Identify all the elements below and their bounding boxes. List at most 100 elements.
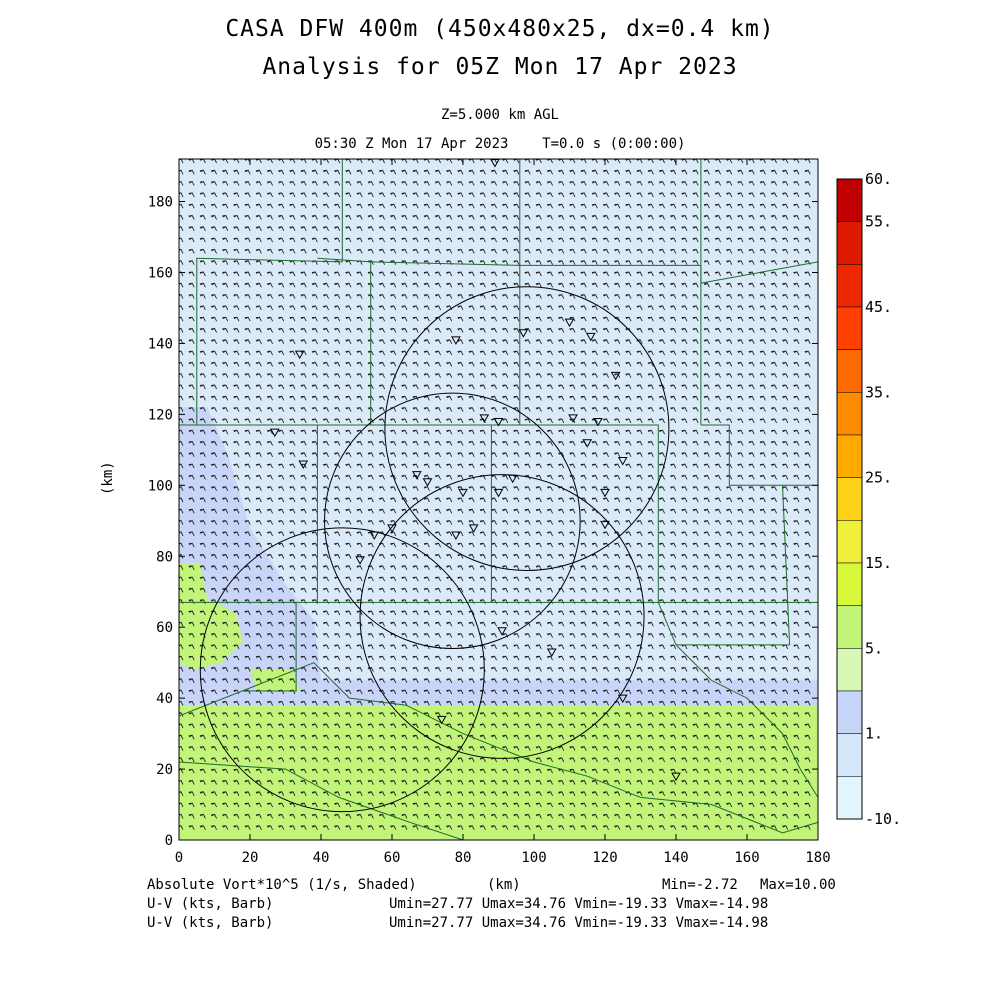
radar-site-4	[564, 318, 575, 328]
y-tick-label: 140	[148, 336, 173, 352]
radar-site-1	[490, 159, 500, 168]
radar-site-20	[458, 488, 468, 498]
county-boundary-1	[179, 159, 343, 426]
colorbar-segment	[836, 178, 863, 222]
colorbar-label: 25.	[865, 469, 892, 487]
chart-title: CASA DFW 400m (450x480x25, dx=0.4 km)	[225, 16, 775, 42]
radar-site-2	[451, 336, 461, 345]
x-tick-label: 60	[384, 850, 401, 866]
radar-site-10	[411, 471, 422, 480]
chart-subtitle: Analysis for 05Z Mon 17 Apr 2023	[262, 54, 738, 80]
x-tick-label: 140	[663, 850, 688, 866]
x-tick-label: 120	[592, 850, 617, 866]
colorbar-segment	[836, 434, 863, 478]
x-tick-label: 160	[734, 850, 759, 866]
colorbar-segment	[836, 392, 863, 436]
radar-site-21	[468, 524, 479, 533]
radar-range-ring-4	[199, 527, 485, 813]
county-boundary-8	[700, 424, 818, 486]
y-tick-label: 120	[148, 407, 173, 423]
field-region-west	[179, 407, 818, 706]
colorbar-segment	[836, 648, 863, 692]
colorbar-segment	[836, 306, 863, 350]
x-tick-label: 100	[521, 850, 546, 866]
radar-site-24	[600, 520, 610, 530]
county-boundary-13	[242, 602, 297, 692]
radar-site-25	[369, 531, 380, 540]
colorbar-frame	[836, 178, 863, 820]
radar-site-5	[585, 332, 596, 342]
radar-site-9	[298, 460, 309, 470]
radar-site-3	[518, 329, 529, 338]
level-label: Z=5.000 km AGL	[440, 107, 559, 123]
radar-site-14	[568, 414, 578, 423]
radar-site-15	[593, 417, 603, 427]
radar-site-28	[497, 627, 507, 636]
y-tick-label: 60	[156, 620, 173, 636]
max-value: Max=10.00	[760, 877, 836, 893]
radar-site-16	[582, 439, 593, 448]
colorbar-label: 15.	[865, 554, 892, 572]
radar-site-17	[617, 456, 628, 466]
county-boundary-14	[179, 662, 818, 834]
x-tick-label: 180	[805, 850, 830, 866]
y-tick-label: 100	[148, 478, 173, 494]
colorbar-segment	[836, 520, 863, 564]
wind-barbs	[179, 159, 811, 830]
y-tick-label: 180	[148, 195, 173, 211]
x-tick-label: 80	[455, 850, 472, 866]
radar-site-30	[617, 694, 628, 704]
county-boundary-16	[179, 761, 464, 840]
radar-range-ring-3	[359, 474, 645, 759]
y-tick-label: 0	[165, 833, 173, 849]
x-tick-label: 20	[242, 850, 259, 866]
colorbar-label: 1.	[865, 725, 883, 743]
barb-stats-1: Umin=27.77 Umax=34.76 Vmin=-19.33 Vmax=-…	[389, 896, 769, 912]
radar-site-8	[269, 428, 280, 438]
barb-label-1: U-V (kts, Barb)	[147, 896, 274, 912]
colorbar-segment	[836, 562, 863, 606]
radar-site-29	[546, 648, 557, 658]
radar-site-6	[610, 371, 621, 381]
radar-range-ring-1	[384, 286, 670, 571]
colorbar-label: 35.	[865, 383, 892, 401]
radar-range-ring-2	[324, 392, 581, 649]
colorbar-segment	[836, 733, 863, 777]
colorbar-label: 60.	[865, 170, 892, 188]
county-boundary-9	[317, 424, 818, 603]
y-axis-label: (km)	[100, 461, 116, 495]
y-tick-label: 80	[156, 549, 173, 565]
colorbar-segment	[836, 221, 863, 265]
field-patch-small	[250, 669, 300, 692]
field-region-south	[179, 705, 818, 840]
radar-site-31	[436, 715, 447, 725]
x-axis-label: (km)	[487, 877, 521, 893]
barb-stats-2: Umin=27.77 Umax=34.76 Vmin=-19.33 Vmax=-…	[389, 915, 769, 931]
y-tick-label: 20	[156, 762, 173, 778]
colorbar-segment	[836, 605, 863, 649]
radar-site-19	[493, 488, 504, 498]
county-boundary-12	[657, 485, 791, 646]
x-tick-label: 40	[313, 850, 330, 866]
x-tick-label: 0	[175, 850, 183, 866]
colorbar-label: -10.	[865, 810, 901, 828]
y-tick-label: 40	[156, 691, 173, 707]
county-boundary-7	[700, 159, 818, 284]
radar-site-22	[451, 531, 461, 540]
county-boundary-2	[179, 424, 318, 603]
barb-label-2: U-V (kts, Barb)	[147, 915, 274, 931]
time-label: 05:30 Z Mon 17 Apr 2023 T=0.0 s (0:00:00…	[314, 136, 686, 152]
radar-site-32	[671, 772, 681, 782]
shaded-field-label: Absolute Vort*10^5 (1/s, Shaded)	[147, 877, 417, 893]
colorbar-segment	[836, 264, 863, 308]
radar-site-13	[493, 417, 504, 427]
radar-site-11	[422, 478, 433, 487]
colorbar-segment	[836, 690, 863, 734]
radar-site-18	[507, 474, 518, 484]
radar-site-26	[387, 524, 397, 533]
county-boundary-15	[675, 644, 818, 798]
colorbar-segment	[836, 776, 863, 820]
radar-site-7	[294, 350, 305, 360]
colorbar-segment	[836, 477, 863, 521]
